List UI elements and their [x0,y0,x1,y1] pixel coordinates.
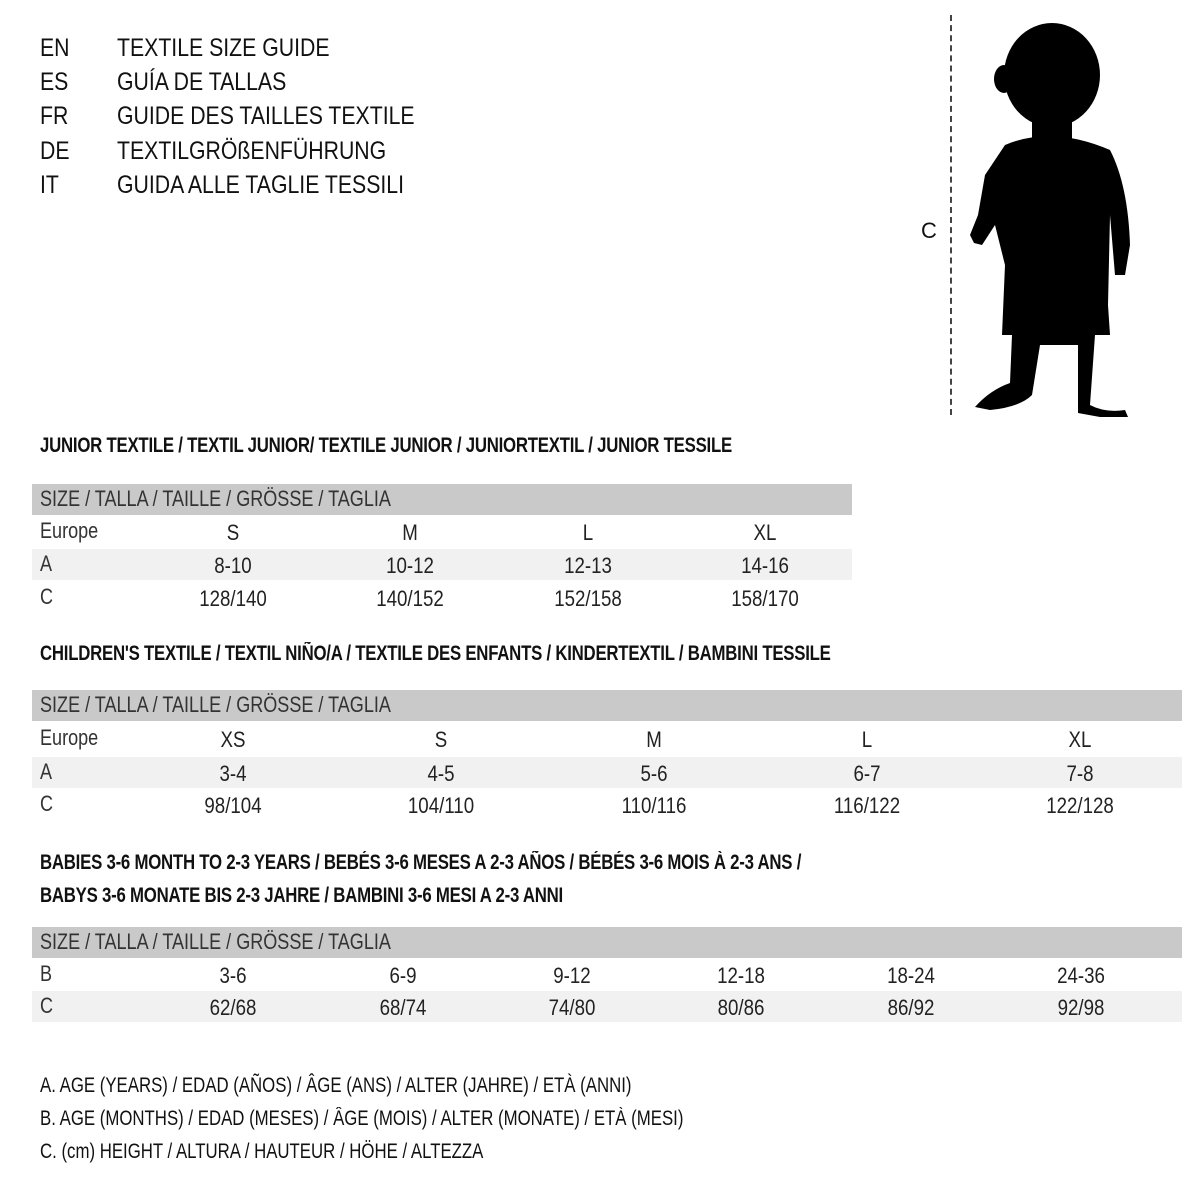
table-header-row: SIZE / TALLA / TAILLE / GRÖSSE / TAGLIA [32,927,1182,958]
table-cell: S [226,520,240,545]
table-cell: 122/128 [1046,793,1114,818]
title-en: TEXTILE SIZE GUIDE [117,34,330,62]
table-cell: 80/86 [717,995,765,1020]
table-row: Europe S M L XL [32,516,852,547]
table-cell: 24-36 [1057,963,1105,988]
title-it: GUIDA ALLE TAGLIE TESSILI [117,171,405,199]
table-cell: 110/116 [621,793,687,818]
lang-code-en: EN [40,34,70,62]
table-header: SIZE / TALLA / TAILLE / GRÖSSE / TAGLIA [40,692,391,717]
table-cell: 10-12 [386,553,434,578]
table-cell: S [434,727,448,752]
table-cell: 12-13 [564,553,612,578]
table-row: Europe XS S M L XL [32,723,1182,754]
children-section-title: CHILDREN'S TEXTILE / TEXTIL NIÑO/A / TEX… [40,642,831,665]
table-cell: L [861,727,873,752]
legend-c: C. (cm) HEIGHT / ALTURA / HAUTEUR / HÖHE… [40,1140,484,1163]
lang-code-es: ES [40,68,69,96]
table-cell: 3-4 [219,761,247,786]
table-cell: 12-18 [717,963,765,988]
table-cell: 128/140 [199,586,267,611]
row-label: Europe [40,725,99,750]
table-cell: 116/122 [833,793,901,818]
table-cell: 3-6 [219,963,247,988]
table-cell: 74/80 [548,995,596,1020]
table-cell: 104/110 [407,793,475,818]
child-silhouette-icon [970,23,1130,417]
table-row: A 3-4 4-5 5-6 6-7 7-8 [32,757,1182,788]
table-row: C 62/68 68/74 74/80 80/86 86/92 92/98 [32,991,1182,1022]
table-cell: 140/152 [376,586,444,611]
table-cell: XL [753,520,777,545]
lang-code-de: DE [40,137,70,165]
table-header: SIZE / TALLA / TAILLE / GRÖSSE / TAGLIA [40,486,391,511]
title-fr: GUIDE DES TAILLES TEXTILE [117,102,415,130]
babies-section-title-line2: BABYS 3-6 MONATE BIS 2-3 JAHRE / BAMBINI… [40,884,563,907]
table-cell: M [646,727,662,752]
table-cell: 18-24 [887,963,935,988]
table-cell: M [402,520,418,545]
table-cell: 14-16 [741,553,789,578]
title-es: GUÍA DE TALLAS [117,68,287,96]
table-cell: 152/158 [554,586,622,611]
legend-b: B. AGE (MONTHS) / EDAD (MESES) / ÂGE (MO… [40,1107,684,1130]
height-measure-line [950,15,952,415]
table-cell: 158/170 [731,586,799,611]
table-cell: XS [220,727,246,752]
table-cell: 62/68 [209,995,257,1020]
title-de: TEXTILGRÖßENFÜHRUNG [117,137,387,165]
legend-a: A. AGE (YEARS) / EDAD (AÑOS) / ÂGE (ANS)… [40,1074,632,1097]
table-cell: XL [1068,727,1092,752]
junior-section-title: JUNIOR TEXTILE / TEXTIL JUNIOR/ TEXTILE … [40,434,732,457]
table-row: C 128/140 140/152 152/158 158/170 [32,582,852,613]
row-label: C [40,993,54,1018]
height-measure-label: C [921,218,937,243]
table-cell: 6-7 [853,761,881,786]
lang-code-it: IT [40,171,59,199]
table-cell: 86/92 [887,995,935,1020]
row-label: A [40,551,53,576]
table-header: SIZE / TALLA / TAILLE / GRÖSSE / TAGLIA [40,929,391,954]
row-label: A [40,759,53,784]
table-cell: 6-9 [389,963,417,988]
table-cell: 9-12 [553,963,591,988]
table-cell: 98/104 [204,793,262,818]
row-label: C [40,584,54,609]
table-cell: L [582,520,594,545]
row-label: B [40,961,53,986]
table-row: B 3-6 6-9 9-12 12-18 18-24 24-36 [32,959,1182,990]
table-row: A 8-10 10-12 12-13 14-16 [32,549,852,580]
table-cell: 68/74 [379,995,427,1020]
table-cell: 7-8 [1066,761,1094,786]
table-cell: 8-10 [214,553,252,578]
lang-code-fr: FR [40,102,69,130]
row-label: Europe [40,518,99,543]
row-label: C [40,791,54,816]
table-cell: 4-5 [427,761,455,786]
table-cell: 92/98 [1057,995,1105,1020]
table-header-row: SIZE / TALLA / TAILLE / GRÖSSE / TAGLIA [32,484,852,515]
table-header-row: SIZE / TALLA / TAILLE / GRÖSSE / TAGLIA [32,690,1182,721]
table-cell: 5-6 [640,761,668,786]
table-row: C 98/104 104/110 110/116 116/122 122/128 [32,789,1182,820]
babies-section-title-line1: BABIES 3-6 MONTH TO 2-3 YEARS / BEBÉS 3-… [40,851,802,874]
